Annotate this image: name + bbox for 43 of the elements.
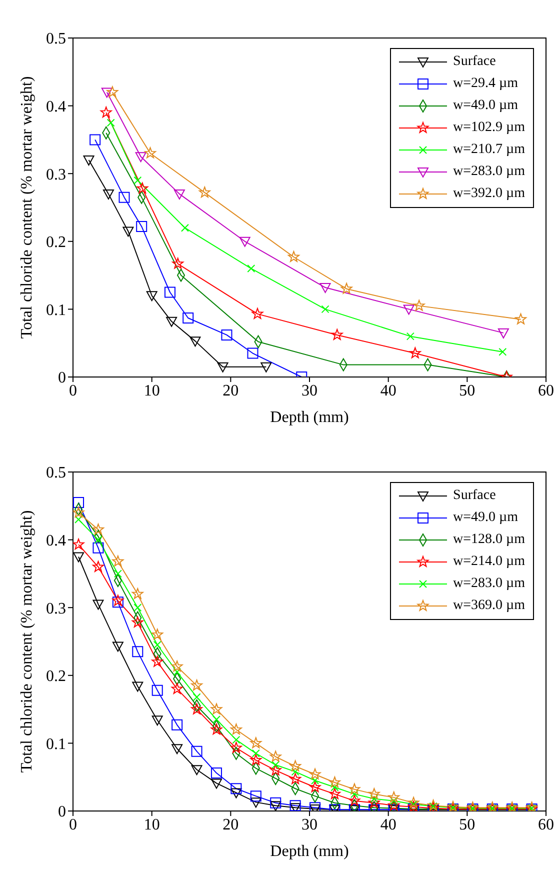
y-tick-label: 0.4 — [46, 98, 66, 116]
x-tick-label: 60 — [538, 382, 554, 400]
legend-label: Surface — [453, 488, 496, 504]
x-tick-label: 50 — [459, 382, 476, 400]
x-tick-label: 40 — [380, 816, 396, 834]
legend-label: Surface — [453, 54, 496, 70]
legend-label: w=214.0 µm — [453, 554, 525, 570]
x-axis-title: Depth (mm) — [270, 409, 349, 426]
legend-label: w=128.0 µm — [453, 532, 525, 548]
x-tick-label: 10 — [144, 816, 160, 834]
x-tick-label: 0 — [69, 816, 77, 834]
legend-label: w=283.0 µm — [453, 164, 525, 180]
legend-label: w=392.0 µm — [453, 186, 525, 202]
y-tick-label: 0.1 — [46, 302, 66, 319]
y-tick-label: 0.1 — [46, 736, 66, 753]
x-axis-title: Depth (mm) — [270, 843, 349, 860]
x-tick-label: 40 — [380, 382, 396, 400]
x-tick-label: 0 — [69, 382, 77, 400]
x-tick-label: 50 — [459, 816, 476, 834]
y-tick-label: 0.2 — [46, 668, 66, 686]
y-tick-label: 0.3 — [46, 166, 66, 184]
legend-label: w=283.0 µm — [453, 576, 525, 592]
y-tick-label: 0.5 — [46, 30, 66, 48]
x-tick-label: 10 — [144, 382, 160, 400]
y-tick-label: 0.2 — [46, 234, 66, 252]
legend-label: w=210.7 µm — [453, 142, 525, 158]
y-tick-label: 0.3 — [46, 600, 66, 618]
x-tick-label: 20 — [222, 382, 239, 400]
legend-label: w=49.0 µm — [453, 98, 518, 114]
x-tick-label: 30 — [302, 816, 318, 834]
x-tick-label: 20 — [222, 816, 239, 834]
y-axis-title: Total chloride content (% mortar weight) — [18, 510, 36, 773]
legend-label: w=49.0 µm — [453, 510, 518, 526]
y-axis-title: Total chloride content (% mortar weight) — [18, 76, 36, 339]
legend-label: w=369.0 µm — [453, 598, 525, 614]
y-tick-label: 0.5 — [46, 464, 66, 482]
x-tick-label: 30 — [302, 382, 318, 400]
y-tick-label: 0 — [58, 804, 66, 821]
legend-label: w=29.4 µm — [453, 76, 518, 92]
y-tick-label: 0 — [58, 370, 66, 387]
x-tick-label: 60 — [538, 816, 554, 834]
y-tick-label: 0.4 — [46, 532, 66, 550]
legend-label: w=102.9 µm — [453, 120, 525, 136]
